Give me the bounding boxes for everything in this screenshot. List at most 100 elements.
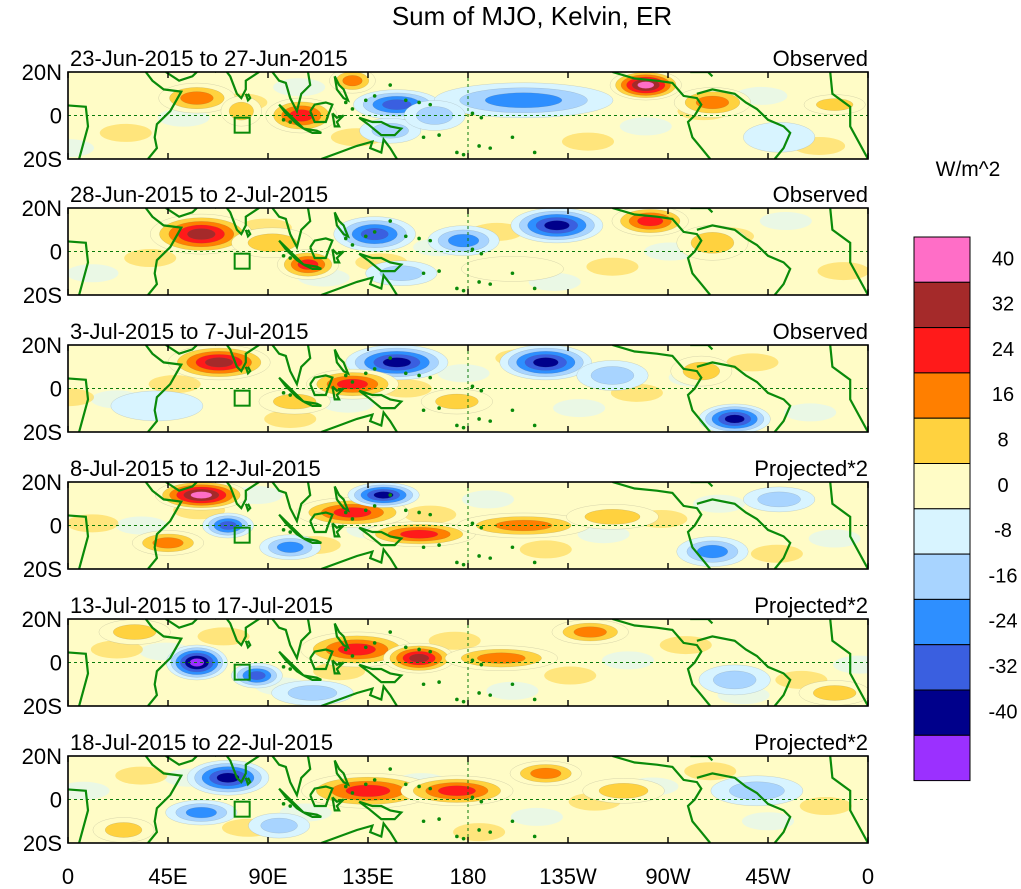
coastline [829,345,868,432]
coastline [696,635,792,706]
coastline [696,498,792,569]
coastline [358,526,404,547]
anomaly-contour [373,491,394,499]
anomaly-contour [113,624,157,640]
island [350,654,355,658]
weak-anomaly-patch [148,375,201,394]
coastlines [68,482,868,569]
coastlines [68,345,868,432]
island [403,508,408,513]
island [288,120,293,124]
island [372,641,377,645]
island [479,662,484,667]
island [470,384,475,389]
anomaly-contour [228,101,254,121]
anomaly-contour [695,95,730,110]
island [388,767,393,771]
anomaly-contour [360,228,389,241]
lon-tick-label: 180 [450,864,487,889]
coastline [303,674,322,681]
island [488,830,493,834]
coastline [358,252,404,273]
island [477,417,481,421]
weak-anomaly-patch [68,514,119,533]
island [488,419,493,423]
region-box-marker [233,389,251,407]
weak-anomaly-patch [264,409,317,428]
island [461,699,466,704]
island [421,408,426,413]
anomaly-contour [682,361,720,381]
colorbar-unit: W/m^2 [936,158,1001,181]
colorbar-label: 0 [997,475,1008,497]
island [403,98,408,103]
region-box-marker [233,663,251,681]
island [461,288,466,293]
coastlines [68,208,868,295]
island [372,367,377,371]
coastline [303,811,322,818]
island [437,133,441,137]
island [461,836,466,841]
island [510,819,515,824]
colorbar-swatch [913,598,971,646]
island [417,647,421,652]
coastline [358,663,404,684]
anomaly-contour [187,228,216,240]
map-panel: 18-Jul-2015 to 22-Jul-2015 Projected*2 20N… [22,730,869,856]
anomaly-contour [336,378,368,390]
coastline [690,756,714,762]
island [510,135,515,140]
coastline [271,208,312,251]
anomaly-contour [584,509,641,525]
weak-anomaly-patch [726,353,779,372]
colorbar-swatch [913,689,971,736]
coastline [165,482,198,492]
coastline [612,482,712,569]
lon-tick-label: 90E [248,864,287,889]
weak-anomaly-patch [68,264,119,283]
island [455,150,459,155]
weak-anomaly-patch [519,540,572,559]
coastline [331,522,345,538]
coastline [68,240,90,295]
coastline [331,796,345,812]
island [428,786,433,791]
anomaly-contour [437,785,476,796]
anomaly-contour [461,256,564,282]
anomaly-contour [185,807,217,819]
lat-tick-label: 20N [22,333,62,358]
coastline [165,619,198,629]
map-panel: 13-Jul-2015 to 17-Jul-2015 Projected*2 20N… [22,593,869,719]
island [363,98,368,103]
lon-tick-label: 135E [342,864,393,889]
lon-tick-label: 0 [62,864,74,889]
island [532,560,537,565]
weak-anomaly-patch [68,781,110,800]
colorbar: 40 32 24 16 8 0 -8 -16 -24 -32 -40 [913,236,1017,782]
coastline [320,272,398,295]
island [281,391,286,395]
anomaly-contour [696,545,728,559]
lat-tick-label: 0 [50,651,62,676]
lat-tick-label: 20S [23,831,62,856]
weak-anomaly-patch [462,490,514,509]
island [363,782,368,787]
coastline [309,101,334,124]
coastline [144,345,184,432]
coastline [333,622,351,650]
coastline [333,211,351,239]
coastline [358,800,404,821]
island [479,115,484,120]
island [470,658,475,663]
island [343,784,348,789]
coastline [612,208,712,295]
weak-anomaly-patch [453,823,506,842]
island [421,819,426,824]
island [470,795,475,800]
island [350,243,355,247]
lat-tick-label: 20S [23,147,62,172]
coastline [696,772,792,843]
lat-tick-label: 20N [22,607,62,632]
coastlines [68,619,868,706]
